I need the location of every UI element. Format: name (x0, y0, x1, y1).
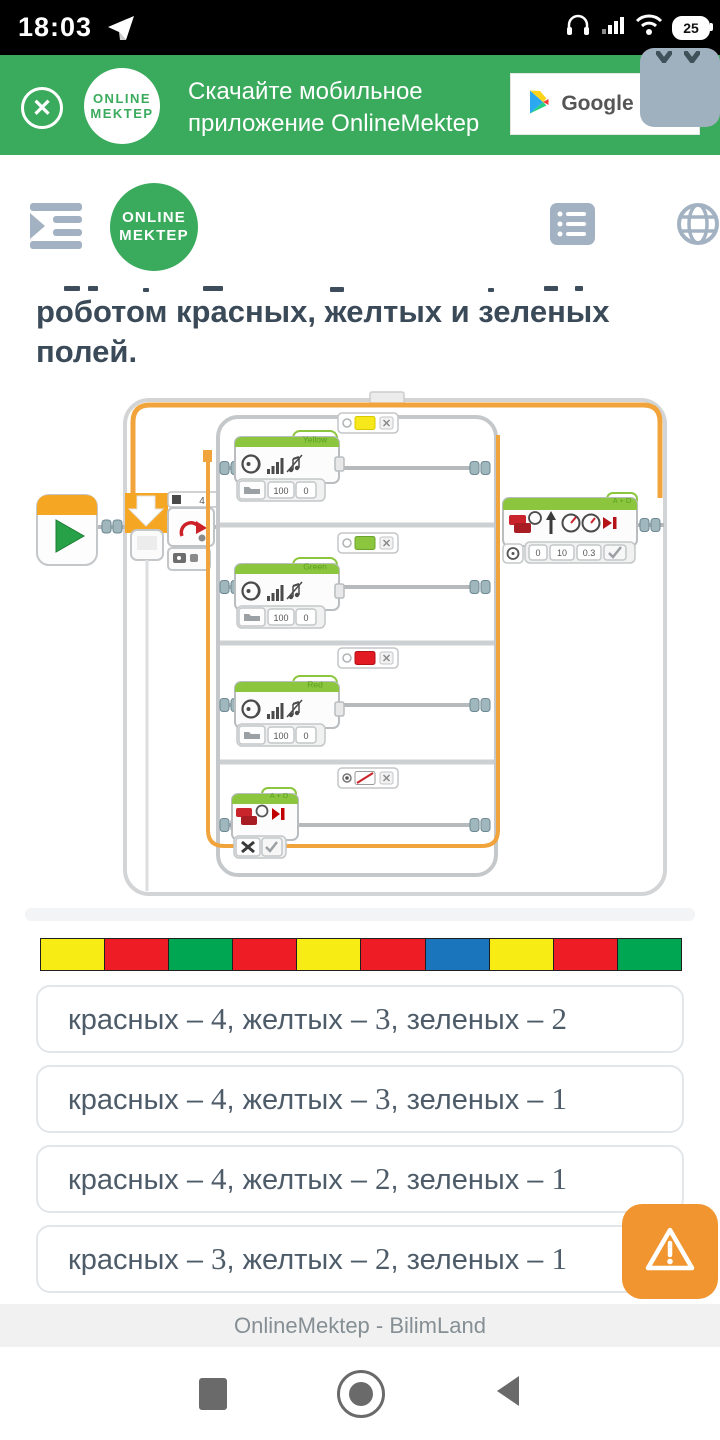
android-navbar (0, 1347, 720, 1440)
stop-motors-block: A + D (231, 787, 299, 859)
case-tab-green (337, 532, 399, 554)
loop-entry (125, 493, 168, 891)
strip-segment-blue (424, 938, 490, 971)
strip-segment-yellow (296, 938, 362, 971)
report-error-button[interactable] (622, 1204, 718, 1299)
warning-triangle-icon (644, 1225, 696, 1278)
options-list: красных – 4, желтых – 3, зеленых – 2 крас… (36, 985, 684, 1293)
chevron-down-icon (683, 50, 701, 66)
strip-segment-yellow (40, 938, 106, 971)
app-header: ONLINE MEKTEP (0, 155, 720, 290)
sound-block-yellow: Yellow (233, 429, 346, 503)
back-button[interactable] (495, 1374, 521, 1413)
move-steering-block: A + D 0 10 0.3 (502, 492, 664, 564)
svg-text:4: 4 (199, 496, 205, 507)
strip-segment-red (552, 938, 618, 971)
svg-text:0.3: 0.3 (583, 548, 596, 558)
telegram-icon (106, 13, 136, 43)
strip-segment-red (360, 938, 426, 971)
svg-text:A + D: A + D (270, 791, 289, 800)
answer-option-text: красных – 3, желтых – 2, зеленых – 1 (68, 1241, 567, 1276)
svg-text:A + D: A + D (613, 496, 632, 505)
battery-indicator: 25 (672, 15, 713, 40)
question-text: роботом красных, желтых и зеленых полей. (36, 294, 610, 369)
lesson-list-button[interactable] (550, 203, 595, 250)
svg-text:Green: Green (303, 562, 327, 572)
app-download-banner: ✕ ONLINE MEKTEP Скачайте мобильное прило… (0, 48, 720, 155)
answer-option-2[interactable]: красных – 4, желтых – 3, зеленых – 1 (36, 1065, 684, 1133)
wifi-icon (635, 12, 663, 43)
google-play-icon (527, 89, 551, 120)
sound-block-red: Red (233, 674, 346, 748)
answer-option-text: красных – 4, желтых – 3, зеленых – 2 (68, 1001, 567, 1036)
svg-text:0: 0 (535, 548, 540, 558)
sound-block-green: Green (233, 556, 346, 630)
clock: 18:03 (18, 12, 93, 42)
strip-segment-green (168, 938, 234, 971)
footer-text: OnlineMektep - BilimLand (234, 1312, 486, 1338)
status-bar: 18:03 25 (0, 0, 720, 55)
recents-button[interactable] (199, 1377, 227, 1410)
strip-segment-red (232, 938, 298, 971)
onlinemektep-logo[interactable]: ONLINE MEKTEP (110, 183, 198, 271)
ev3-program-diagram: 100 0 4 (30, 380, 690, 910)
switch-header-block: 4 (167, 491, 219, 571)
floating-widget[interactable] (640, 48, 720, 127)
signal-icon (600, 12, 626, 43)
strip-segment-red (104, 938, 170, 971)
svg-text:Red: Red (307, 680, 323, 690)
close-banner-button[interactable]: ✕ (21, 87, 63, 129)
home-button[interactable] (337, 1369, 385, 1418)
svg-text:10: 10 (557, 548, 567, 558)
section-divider (25, 908, 695, 921)
chevron-down-icon (655, 50, 673, 66)
sidebar-toggle-button[interactable] (30, 200, 82, 257)
answer-option-1[interactable]: красных – 4, желтых – 3, зеленых – 2 (36, 985, 684, 1053)
answer-option-text: красных – 4, желтых – 3, зеленых – 1 (68, 1081, 567, 1116)
strip-segment-green (616, 938, 682, 971)
color-strip (40, 938, 682, 971)
svg-text:Yellow: Yellow (303, 435, 328, 445)
answer-option-3[interactable]: красных – 4, желтых – 2, зеленых – 1 (36, 1145, 684, 1213)
answer-option-text: красных – 4, желтых – 2, зеленых – 1 (68, 1161, 567, 1196)
strip-segment-yellow (488, 938, 554, 971)
page-footer: OnlineMektep - BilimLand (0, 1304, 720, 1347)
case-tab-red (337, 647, 399, 669)
case-tab-nocolor (337, 767, 399, 789)
banner-text: Скачайте мобильное приложение OnlineMekt… (188, 78, 480, 137)
onlinemektep-logo: ONLINE MEKTEP (84, 68, 160, 144)
language-globe-button[interactable] (676, 202, 720, 251)
switch-block (203, 415, 500, 877)
case-tab-yellow (337, 412, 399, 434)
answer-option-4[interactable]: красных – 3, желтых – 2, зеленых – 1 (36, 1225, 684, 1293)
headphones-icon (565, 12, 591, 43)
